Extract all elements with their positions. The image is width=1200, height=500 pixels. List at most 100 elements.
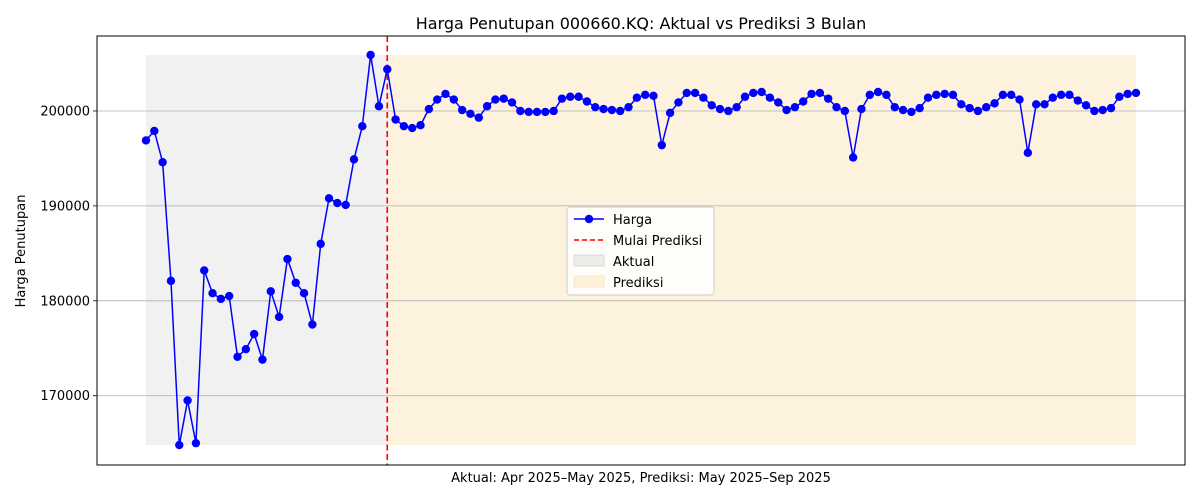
- harga-point: [1065, 90, 1074, 100]
- harga-point: [1090, 106, 1099, 116]
- harga-point: [299, 289, 309, 298]
- harga-point: [1056, 90, 1066, 100]
- harga-point: [532, 107, 542, 117]
- harga-point: [566, 92, 575, 101]
- harga-point: [408, 123, 417, 133]
- harga-point: [707, 101, 716, 110]
- harga-point: [574, 92, 583, 101]
- legend: Harga Mulai Prediksi Aktual Prediksi: [566, 206, 715, 296]
- harga-point: [591, 102, 600, 112]
- harga-point: [441, 89, 450, 99]
- harga-point: [457, 105, 467, 115]
- y-tick-label: 170000: [40, 389, 90, 404]
- harga-point: [349, 155, 359, 164]
- harga-point: [715, 104, 725, 114]
- harga-point: [474, 113, 483, 122]
- harga-point: [507, 98, 517, 107]
- y-ticks: 170000 180000 190000 200000: [40, 104, 97, 404]
- legend-aktual-label: Aktual: [613, 255, 654, 270]
- harga-point: [632, 93, 642, 102]
- harga-point: [640, 90, 650, 100]
- plot-frame: [96, 35, 1186, 466]
- harga-point: [624, 102, 633, 112]
- harga-point: [432, 95, 442, 104]
- harga-point: [915, 103, 924, 113]
- harga-point: [358, 121, 367, 131]
- harga-point: [1131, 88, 1141, 98]
- harga-point: [749, 88, 758, 98]
- harga-point: [391, 115, 400, 124]
- harga-point: [424, 104, 434, 114]
- harga-point: [799, 97, 808, 106]
- harga-point: [732, 102, 741, 112]
- harga-point: [141, 136, 151, 145]
- harga-point: [449, 95, 459, 104]
- harga-point: [790, 102, 800, 112]
- harga-point: [599, 104, 608, 114]
- harga-point: [998, 90, 1008, 100]
- harga-point: [782, 105, 791, 115]
- harga-point: [158, 158, 167, 167]
- harga-point: [308, 320, 317, 329]
- harga-point: [965, 103, 974, 113]
- harga-point: [1048, 93, 1058, 102]
- harga-point: [815, 88, 825, 98]
- harga-point: [274, 312, 284, 322]
- x-axis-label: Aktual: Apr 2025–May 2025, Prediksi: May…: [451, 471, 831, 486]
- harga-point: [191, 438, 201, 448]
- y-tick-label: 190000: [40, 199, 90, 214]
- harga-point: [333, 198, 342, 208]
- harga-point: [466, 109, 475, 119]
- harga-point: [541, 107, 550, 117]
- y-gridlines: [97, 110, 1185, 397]
- harga-point: [848, 153, 858, 162]
- harga-point: [674, 98, 683, 107]
- harga-point: [657, 140, 666, 150]
- legend-harga-marker: [584, 214, 594, 224]
- harga-point: [740, 92, 750, 101]
- y-tick-label: 200000: [40, 104, 90, 119]
- harga-point: [416, 121, 425, 130]
- legend-box: [566, 206, 715, 296]
- harga-point: [1123, 89, 1132, 99]
- harga-point: [482, 102, 492, 111]
- harga-point: [175, 440, 184, 450]
- harga-point: [973, 106, 983, 116]
- y-axis-label: Harga Penutupan: [14, 195, 29, 308]
- harga-point: [898, 105, 908, 115]
- harga-point: [865, 90, 874, 100]
- harga-point: [1081, 101, 1091, 110]
- legend-vline-label: Mulai Prediksi: [613, 234, 702, 249]
- harga-point: [1007, 90, 1016, 100]
- harga-point: [948, 90, 958, 100]
- harga-point: [882, 90, 891, 100]
- harga-point: [823, 94, 833, 103]
- harga-point: [873, 87, 883, 97]
- harga-point: [832, 102, 841, 112]
- harga-point: [616, 106, 625, 116]
- harga-point: [1073, 96, 1082, 105]
- harga-point: [266, 287, 275, 296]
- harga-point: [208, 289, 217, 298]
- shaded-regions: [146, 54, 1136, 446]
- harga-point: [291, 278, 300, 287]
- harga-point: [249, 329, 259, 339]
- harga-point: [524, 107, 533, 117]
- region-aktual: [146, 54, 388, 446]
- legend-prediksi-swatch: [573, 275, 605, 288]
- harga-point: [923, 93, 933, 102]
- harga-point: [682, 88, 691, 98]
- harga-point: [807, 89, 816, 99]
- harga-point: [183, 396, 192, 405]
- harga-point: [982, 102, 991, 112]
- legend-prediksi-label: Prediksi: [613, 276, 663, 291]
- harga-point: [316, 239, 325, 249]
- harga-point: [491, 95, 500, 104]
- harga-point: [774, 98, 783, 107]
- harga-point: [241, 345, 251, 354]
- harga-point: [940, 89, 949, 99]
- legend-harga-label: Harga: [613, 213, 652, 228]
- harga-point: [283, 254, 292, 264]
- harga-point: [216, 294, 226, 304]
